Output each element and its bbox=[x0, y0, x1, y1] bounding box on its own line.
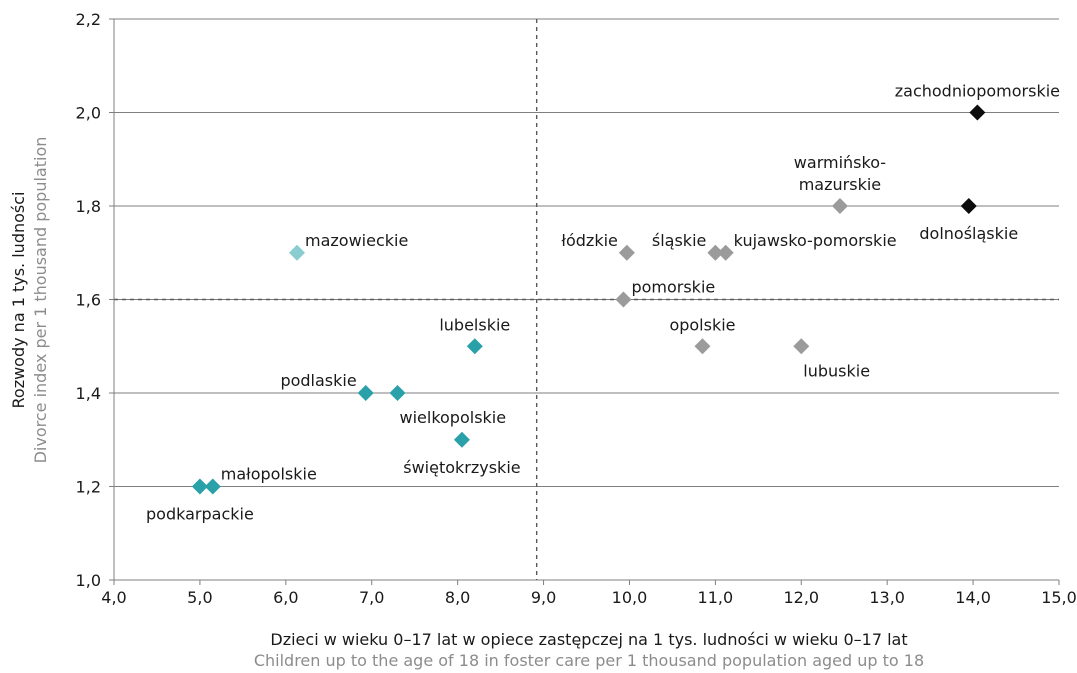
x-axis-title: Dzieci w wieku 0–17 lat w opiece zastępc… bbox=[270, 630, 907, 649]
label-łódzkie: łódzkie bbox=[561, 231, 617, 250]
y-tick-labels: 1,0 1,2 1,4 1,6 1,8 2,0 2,2 bbox=[76, 10, 101, 590]
label-świętokrzyskie: świętokrzyskie bbox=[403, 458, 520, 477]
x-tick-label: 15,0 bbox=[1041, 588, 1077, 607]
point-opolskie bbox=[694, 338, 711, 355]
x-axis-title-english: Children up to the age of 18 in foster c… bbox=[254, 651, 924, 670]
point-warmińsko-mazurskie bbox=[831, 198, 848, 214]
label-podlaskie: podlaskie bbox=[280, 371, 356, 390]
point-kujawsko-pomorskie bbox=[717, 244, 734, 261]
point-podkarpackie bbox=[191, 478, 208, 495]
y-tick-label: 1,2 bbox=[76, 478, 101, 497]
y-tick-label: 1,0 bbox=[76, 571, 101, 590]
label-lubuskie: lubuskie bbox=[803, 361, 870, 380]
reference-lines bbox=[114, 19, 1059, 580]
label-podkarpackie: podkarpackie bbox=[146, 505, 254, 524]
label-mazowieckie: mazowieckie bbox=[305, 231, 408, 250]
label-zachodniopomorskie: zachodniopomorskie bbox=[895, 82, 1060, 101]
x-tick-label: 10,0 bbox=[612, 588, 648, 607]
label-dolnośląskie: dolnośląskie bbox=[919, 224, 1018, 243]
point-świętokrzyskie bbox=[453, 431, 470, 448]
y-tick-label: 1,8 bbox=[76, 197, 101, 216]
x-tick-label: 14,0 bbox=[955, 588, 991, 607]
point-podlaskie bbox=[357, 385, 374, 401]
label-pomorskie: pomorskie bbox=[631, 278, 715, 297]
point-labels: zachodniopomorskie dolnośląskie warmińsko-… bbox=[146, 82, 1060, 524]
point-mazowieckie bbox=[288, 244, 305, 261]
x-tick-label: 9,0 bbox=[531, 588, 556, 607]
point-łódzkie bbox=[618, 244, 635, 261]
x-tick-label: 8,0 bbox=[445, 588, 470, 607]
point-zachodniopomorskie bbox=[969, 104, 986, 121]
point-śląskie bbox=[707, 244, 724, 261]
point-lubuskie bbox=[793, 338, 810, 355]
point-dolnośląskie bbox=[960, 198, 977, 214]
x-tick-labels: 4,0 5,0 6,0 7,0 8,0 9,0 10,0 11,0 12,0 13,0 14,0 15… bbox=[101, 588, 1077, 607]
x-tick-label: 13,0 bbox=[869, 588, 905, 607]
x-tick-label: 6,0 bbox=[273, 588, 298, 607]
label-kujawsko-pomorskie: kujawsko-pomorskie bbox=[734, 231, 897, 250]
point-małopolskie bbox=[204, 478, 221, 495]
point-pomorskie bbox=[615, 291, 632, 308]
x-tick-label: 12,0 bbox=[783, 588, 819, 607]
x-tick-label: 4,0 bbox=[101, 588, 126, 607]
axes bbox=[109, 18, 1060, 585]
label-opolskie: opolskie bbox=[669, 315, 735, 334]
y-tick-label: 1,4 bbox=[76, 384, 101, 403]
y-tick-label: 1,6 bbox=[76, 291, 101, 310]
y-tick-label: 2,2 bbox=[76, 10, 101, 29]
x-tick-label: 5,0 bbox=[187, 588, 212, 607]
point-lubelskie bbox=[466, 338, 483, 355]
label-lubelskie: lubelskie bbox=[439, 315, 510, 334]
label-warmińsko-mazurskie: warmińsko-mazurskie bbox=[794, 153, 886, 194]
y-axis-title-english: Divorce index per 1 thousand population bbox=[31, 137, 50, 464]
point-wielkopolskie bbox=[389, 385, 406, 401]
label-wielkopolskie: wielkopolskie bbox=[400, 408, 507, 427]
data-points bbox=[191, 104, 986, 495]
x-tick-label: 7,0 bbox=[359, 588, 384, 607]
label-śląskie: śląskie bbox=[652, 231, 706, 250]
y-tick-label: 2,0 bbox=[76, 104, 101, 123]
x-tick-label: 11,0 bbox=[698, 588, 734, 607]
label-małopolskie: małopolskie bbox=[221, 465, 317, 484]
y-axis-title: Rozwody na 1 tys. ludności bbox=[9, 192, 28, 409]
